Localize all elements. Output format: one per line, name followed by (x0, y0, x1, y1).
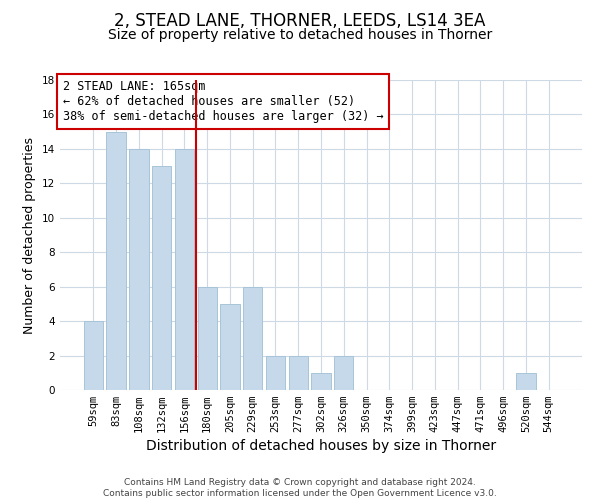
Bar (197, 286, 217, 390)
Bar (311, 373, 331, 390)
Bar (334, 356, 353, 390)
Bar (266, 356, 285, 390)
Bar (175, 149, 194, 390)
Bar (516, 373, 536, 390)
Y-axis label: Number of detached properties: Number of detached properties (23, 136, 37, 334)
Text: Contains HM Land Registry data © Crown copyright and database right 2024.
Contai: Contains HM Land Registry data © Crown c… (103, 478, 497, 498)
Text: 2 STEAD LANE: 165sqm
← 62% of detached houses are smaller (52)
38% of semi-detac: 2 STEAD LANE: 165sqm ← 62% of detached h… (62, 80, 383, 123)
Bar (129, 149, 149, 390)
Bar (84, 321, 103, 390)
Bar (106, 132, 126, 390)
X-axis label: Distribution of detached houses by size in Thorner: Distribution of detached houses by size … (146, 440, 496, 454)
Bar (289, 356, 308, 390)
Text: 2, STEAD LANE, THORNER, LEEDS, LS14 3EA: 2, STEAD LANE, THORNER, LEEDS, LS14 3EA (115, 12, 485, 30)
Text: Size of property relative to detached houses in Thorner: Size of property relative to detached ho… (108, 28, 492, 42)
Bar (243, 286, 262, 390)
Bar (152, 166, 172, 390)
Bar (220, 304, 239, 390)
